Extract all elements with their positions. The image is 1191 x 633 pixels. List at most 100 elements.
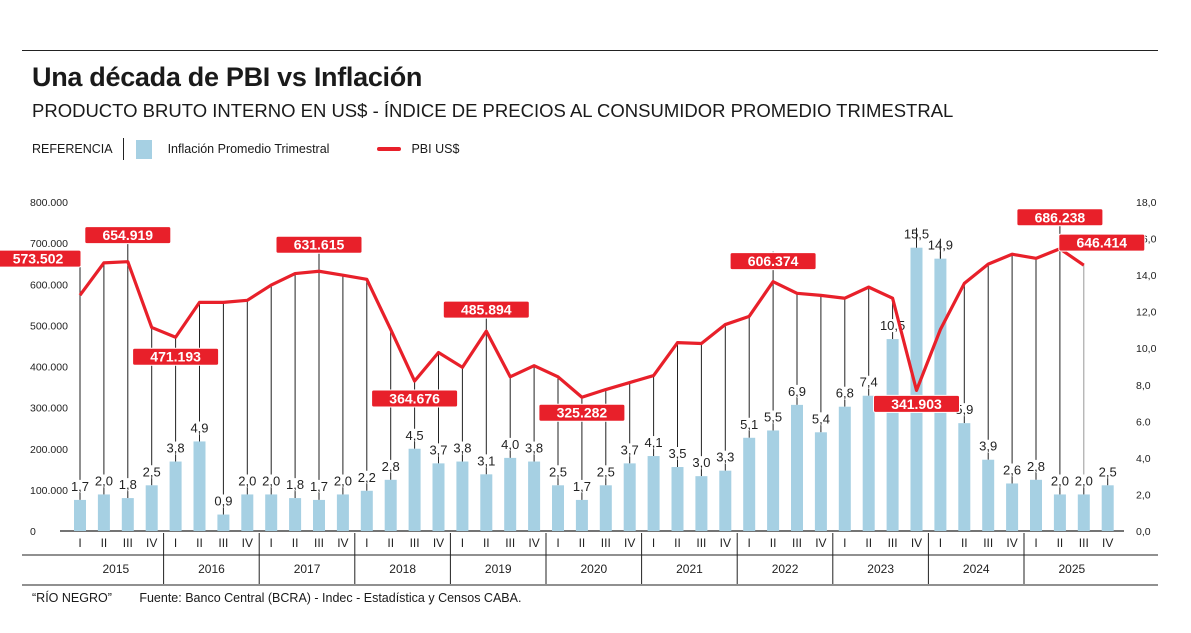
left-axis-tick: 700.000 [30, 238, 68, 250]
inflation-bar [1030, 479, 1042, 531]
bar-value-label: 2,0 [1075, 473, 1093, 488]
bar-value-label: 3,8 [167, 441, 185, 456]
pbi-value-label: 325.282 [557, 405, 608, 421]
quarter-label: III [696, 536, 706, 550]
inflation-bar [552, 485, 564, 531]
bar-value-label: 3,7 [621, 442, 639, 457]
bar-value-label: 3,9 [979, 439, 997, 454]
left-axis-tick: 0 [30, 526, 36, 538]
inflation-bar [1006, 483, 1019, 531]
right-axis-tick: 18,0 [1136, 197, 1157, 209]
pbi-value-box [132, 347, 220, 366]
quarter-label: I [939, 536, 942, 550]
bar-value-label: 2,0 [238, 473, 256, 488]
quarter-label: IV [911, 536, 922, 550]
bar-value-label: 3,1 [477, 453, 495, 468]
bar-value-label: 6,9 [788, 384, 806, 399]
bar-value-label: 0,9 [214, 494, 232, 509]
inflation-bar [74, 499, 86, 531]
pbi-value-label: 631.615 [294, 237, 345, 253]
bar-value-label: 3,0 [692, 455, 710, 470]
inflation-bar [217, 514, 230, 531]
bar-value-label: 4,1 [645, 435, 663, 450]
bar-value-label: 3,8 [525, 441, 543, 456]
left-axis-tick: 100.000 [30, 485, 68, 497]
inflation-bar [719, 470, 732, 531]
inflation-bar [814, 432, 827, 531]
left-axis-tick: 300.000 [30, 403, 68, 415]
right-axis-tick: 12,0 [1136, 307, 1157, 319]
bar-value-label: 2,5 [597, 464, 615, 479]
inflation-bar [1101, 485, 1114, 531]
quarter-label: III [983, 536, 993, 550]
quarter-label: I [270, 536, 273, 550]
quarter-label: IV [146, 536, 157, 550]
year-label: 2019 [485, 562, 512, 576]
pbi-value-label: 364.676 [389, 391, 440, 407]
inflation-bar [360, 490, 373, 531]
quarter-label: I [365, 536, 368, 550]
pbi-value-box [729, 252, 817, 271]
pbi-value-label: 471.193 [150, 349, 201, 365]
quarter-label: IV [815, 536, 826, 550]
quarter-label: I [652, 536, 655, 550]
pbi-value-box [873, 394, 960, 413]
quarter-label: II [101, 536, 108, 550]
quarter-label: II [770, 536, 777, 550]
bar-value-label: 3,5 [668, 446, 686, 461]
pbi-value-box [1016, 208, 1104, 227]
inflation-bar [982, 459, 995, 531]
inflation-bar [838, 406, 851, 531]
inflation-bar [671, 467, 684, 531]
quarter-label: IV [337, 536, 348, 550]
quarter-label: I [843, 536, 846, 550]
bar-value-label: 2,0 [1051, 473, 1069, 488]
bar-value-label: 1,7 [71, 479, 89, 494]
pbi-value-box [371, 389, 459, 408]
year-label: 2018 [389, 562, 416, 576]
inflation-bar [313, 499, 325, 531]
bar-value-label: 6,8 [836, 386, 854, 401]
right-axis-tick: 8,0 [1136, 380, 1151, 392]
inflation-bar [934, 258, 947, 531]
legend: REFERENCIA Inflación Promedio Trimestral… [32, 138, 459, 160]
inflation-bar [408, 448, 421, 531]
inflation-bar [145, 485, 158, 531]
year-label: 2023 [867, 562, 894, 576]
bar-value-label: 3,3 [716, 450, 734, 465]
bar-value-label: 2,0 [262, 473, 280, 488]
chart-title: Una década de PBI vs Inflación [32, 62, 423, 92]
inflation-bar [528, 461, 541, 531]
bar-value-label: 5,4 [812, 411, 830, 426]
quarter-label: II [579, 536, 586, 550]
top-rule [22, 50, 1158, 51]
right-axis-tick: 4,0 [1136, 453, 1151, 465]
quarter-label: II [1057, 536, 1064, 550]
quarter-label: III [505, 536, 515, 550]
bar-value-label: 2,5 [1099, 464, 1117, 479]
left-axis-tick: 200.000 [30, 444, 68, 456]
left-axis-tick: 800.000 [30, 197, 68, 209]
inflation-bar [599, 485, 612, 531]
quarter-label: III [601, 536, 611, 550]
inflation-bar [743, 437, 756, 531]
bar-value-label: 4,5 [406, 428, 424, 443]
bar-value-label: 2,5 [549, 464, 567, 479]
quarter-label: I [556, 536, 559, 550]
bar-value-label: 2,6 [1003, 462, 1021, 477]
quarter-label: II [961, 536, 968, 550]
bar-value-label: 1,7 [573, 479, 591, 494]
bar-value-label: 2,8 [1027, 459, 1045, 474]
inflation-bar [480, 474, 493, 531]
quarter-label: II [196, 536, 203, 550]
bar-value-label: 2,2 [358, 470, 376, 485]
bar-value-label: 14,9 [928, 238, 953, 253]
inflation-bar [958, 423, 971, 531]
quarter-label: I [174, 536, 177, 550]
bar-value-label: 3,7 [429, 442, 447, 457]
inflation-bar [791, 404, 803, 531]
year-label: 2022 [772, 562, 799, 576]
pbi-value-box [275, 235, 363, 254]
